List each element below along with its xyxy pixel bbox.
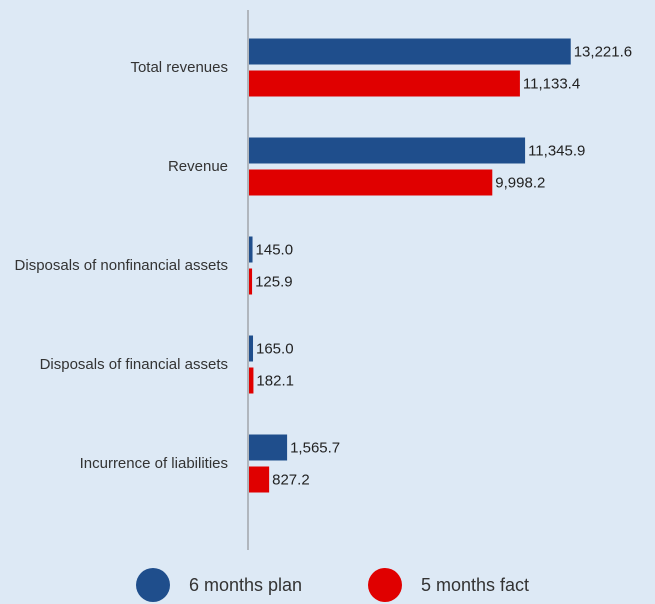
bar — [249, 367, 254, 394]
category-label: Total revenues — [130, 58, 228, 76]
category-label: Revenue — [167, 157, 228, 175]
bar — [249, 434, 288, 461]
bar — [249, 268, 253, 295]
value-label: 165.0 — [256, 340, 294, 357]
value-label: 11,133.4 — [523, 75, 580, 92]
category-label: Disposals of nonfinancial assets — [14, 256, 228, 274]
legend-label: 5 months fact — [421, 575, 529, 595]
category-label: Disposals of financial assets — [39, 355, 228, 373]
bar — [249, 335, 254, 362]
value-label: 827.2 — [272, 471, 310, 488]
bar — [249, 38, 571, 65]
value-label: 125.9 — [255, 273, 293, 290]
legend-label: 6 months plan — [189, 575, 302, 595]
legend-marker — [368, 568, 402, 602]
value-label: 182.1 — [256, 372, 294, 389]
bar — [249, 70, 520, 97]
bar — [249, 236, 253, 263]
bar — [249, 466, 270, 493]
value-label: 9,998.2 — [495, 174, 545, 191]
legend-marker — [136, 568, 170, 602]
value-label: 145.0 — [256, 241, 294, 258]
value-label: 11,345.9 — [528, 142, 585, 159]
value-label: 13,221.6 — [574, 43, 632, 60]
bar — [249, 169, 493, 196]
value-label: 1,565.7 — [290, 439, 340, 456]
bar — [249, 137, 526, 164]
category-label: Incurrence of liabilities — [79, 454, 228, 472]
